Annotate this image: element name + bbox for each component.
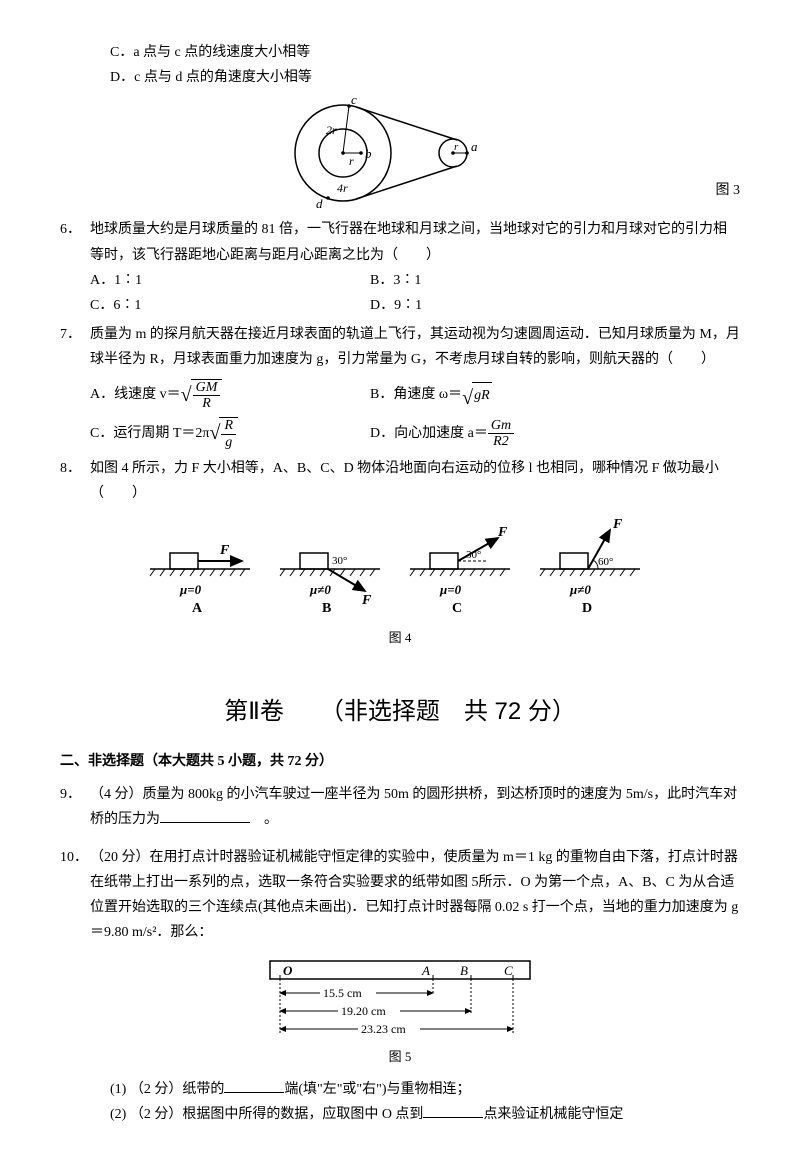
q10-part2: (2) （2 分）根据图中所得的数据，应取图中 O 点到点来验证机械能守恒定 <box>60 1102 740 1127</box>
svg-text:A: A <box>192 601 203 616</box>
question-7: 7． 质量为 m 的探月航天器在接近月球表面的轨道上飞行，其运动视为匀速圆周运动… <box>60 322 740 372</box>
svg-text:O: O <box>283 963 293 978</box>
svg-text:C: C <box>504 963 513 978</box>
q9-blank <box>160 808 250 823</box>
svg-text:F: F <box>361 593 372 608</box>
question-6: 6． 地球质量大约是月球质量的 81 倍，一飞行器在地球和月球之间，当地球对它的… <box>60 217 740 267</box>
q6-num: 6． <box>60 217 90 267</box>
svg-text:μ=0: μ=0 <box>439 582 462 597</box>
svg-text:4r: 4r <box>337 181 348 195</box>
figure-5: O A B C 15.5 cm 19.20 cm 23.23 cm 图 5 <box>60 953 740 1068</box>
svg-text:15.5 cm: 15.5 cm <box>323 986 362 1000</box>
q7-opt-a: A．线速度 v＝ GMR <box>90 379 370 412</box>
svg-text:μ≠0: μ≠0 <box>569 582 591 597</box>
q8-text: 如图 4 所示，力 F 大小相等，A、B、C、D 物体沿地面向右运动的位移 l … <box>90 456 740 506</box>
svg-text:b: b <box>365 146 372 161</box>
svg-text:c: c <box>351 98 357 107</box>
q7-opt-d: D．向心加速度 a＝ GmR2 <box>370 417 514 450</box>
svg-text:F: F <box>497 525 508 540</box>
svg-text:2r: 2r <box>326 123 337 137</box>
svg-text:B: B <box>322 601 331 616</box>
q6-opt-b: B．3∶1 <box>370 268 421 293</box>
figure-3-label: 图 3 <box>716 178 741 203</box>
svg-text:C: C <box>452 601 462 616</box>
figure-3-svg: c b d a 2r r 4r r <box>253 98 513 213</box>
svg-text:A: A <box>421 963 430 978</box>
q10-part1: (1) （2 分）纸带的端(填"左"或"右")与重物相连； <box>60 1077 740 1102</box>
svg-text:d: d <box>316 196 323 211</box>
svg-text:F: F <box>219 543 230 558</box>
svg-text:r: r <box>454 141 459 153</box>
q6-opt-c: C．6∶1 <box>90 293 310 318</box>
q9-num: 9． <box>60 782 90 832</box>
question-8: 8． 如图 4 所示，力 F 大小相等，A、B、C、D 物体沿地面向右运动的位移… <box>60 456 740 506</box>
svg-text:F: F <box>612 517 623 532</box>
q6-opt-d: D．9∶1 <box>370 293 422 318</box>
question-10: 10． （20 分）在用打点计时器验证机械能守恒定律的实验中，使质量为 m＝1 … <box>60 845 740 946</box>
svg-text:23.23 cm: 23.23 cm <box>361 1022 406 1036</box>
q5-option-c: C．a 点与 c 点的线速度大小相等 <box>60 40 740 65</box>
svg-text:a: a <box>471 139 478 154</box>
svg-text:B: B <box>460 963 468 978</box>
q7-options: A．线速度 v＝ GMR B．角速度 ω＝ gR C．运行周期 T＝2π Rg … <box>60 379 740 451</box>
svg-text:r: r <box>349 154 354 168</box>
svg-text:μ=0: μ=0 <box>179 582 202 597</box>
q8-num: 8． <box>60 456 90 506</box>
q9-body: （4 分）质量为 800kg 的小汽车驶过一座半径为 50m 的圆形拱桥，到达桥… <box>90 782 740 832</box>
q5-option-d: D．c 点与 d 点的角速度大小相等 <box>60 65 740 90</box>
section-2-subtitle: 二、非选择题（本大题共 5 小题，共 72 分） <box>60 749 740 774</box>
q7-opt-b: B．角速度 ω＝ gR <box>370 379 492 412</box>
svg-text:30°: 30° <box>466 549 481 561</box>
q10-blank-1 <box>224 1078 284 1093</box>
svg-text:19.20 cm: 19.20 cm <box>341 1004 386 1018</box>
figure-3: c b d a 2r r 4r r 图 3 <box>60 98 740 213</box>
figure-4-svg: F μ=0 A 30° F μ≠0 B 30° F μ=0 C <box>140 514 660 624</box>
q7-num: 7． <box>60 322 90 372</box>
figure-5-svg: O A B C 15.5 cm 19.20 cm 23.23 cm <box>250 953 550 1043</box>
figure-4-label: 图 4 <box>60 626 740 649</box>
svg-text:D: D <box>582 601 592 616</box>
q7-opt-c: C．运行周期 T＝2π Rg <box>90 417 370 450</box>
q6-text: 地球质量大约是月球质量的 81 倍，一飞行器在地球和月球之间，当地球对它的引力和… <box>90 217 740 267</box>
q6-opt-a: A．1∶1 <box>90 268 310 293</box>
section-2-title: 第Ⅱ卷 （非选择题 共 72 分） <box>60 690 740 733</box>
figure-5-label: 图 5 <box>60 1045 740 1068</box>
q10-text: （20 分）在用打点计时器验证机械能守恒定律的实验中，使质量为 m＝1 kg 的… <box>90 845 740 946</box>
q10-num: 10． <box>60 845 90 946</box>
figure-4: F μ=0 A 30° F μ≠0 B 30° F μ=0 C <box>60 514 740 649</box>
question-9: 9． （4 分）质量为 800kg 的小汽车驶过一座半径为 50m 的圆形拱桥，… <box>60 782 740 832</box>
q10-blank-2 <box>423 1103 483 1118</box>
svg-text:30°: 30° <box>332 555 347 567</box>
svg-text:μ≠0: μ≠0 <box>309 582 331 597</box>
q7-text: 质量为 m 的探月航天器在接近月球表面的轨道上飞行，其运动视为匀速圆周运动．已知… <box>90 322 740 372</box>
svg-text:60°: 60° <box>598 556 613 568</box>
